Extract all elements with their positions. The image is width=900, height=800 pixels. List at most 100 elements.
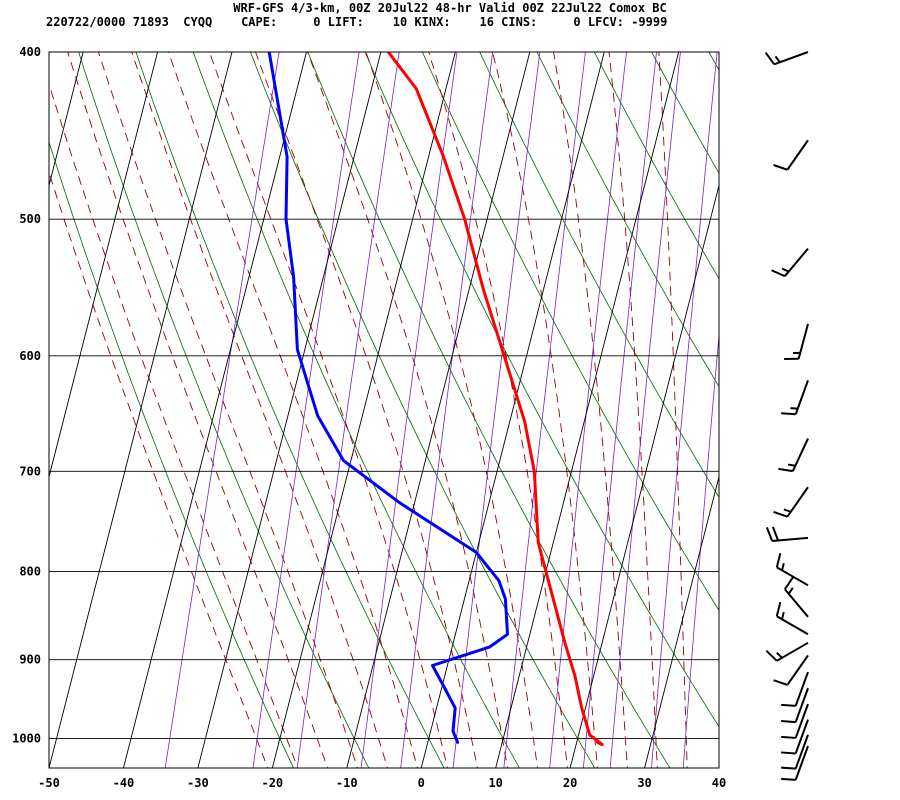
isotherm (197, 52, 382, 768)
x-tick-label: 10 (488, 776, 502, 790)
barb-feather (781, 777, 796, 781)
isotherm (718, 766, 719, 768)
barb-feather (765, 527, 774, 542)
moist-adiabat (49, 82, 299, 768)
barb-half-feather (781, 611, 785, 620)
isotherm (644, 474, 719, 768)
isotherm (49, 52, 233, 768)
barb-staff (794, 719, 809, 754)
dry-adiabat (593, 52, 719, 280)
chart-title: WRF-GFS 4/3-km, 00Z 20Jul22 48-hr Valid … (233, 1, 667, 15)
wind-barb (764, 51, 809, 66)
wind-barb (781, 703, 809, 739)
x-tick-label: -20 (261, 776, 283, 790)
barb-staff (794, 687, 809, 723)
wind-barbs (764, 51, 809, 781)
wind-barb (781, 380, 809, 416)
x-axis-ticks: -50 -40 -30 -20 -10 0 10 20 30 40 (38, 776, 726, 790)
moist-adiabat (492, 52, 598, 768)
barb-half-feather (783, 508, 792, 513)
barb-half-feather (776, 652, 783, 659)
mixing-ratio-line (400, 52, 494, 768)
sounding-indices: 220722/0000 71893 CYQQ CAPE: 0 LIFT: 10 … (46, 15, 668, 29)
isotherm (569, 183, 719, 768)
moist-adiabat (365, 52, 538, 768)
dry-adiabat (421, 52, 719, 612)
wind-barb (765, 641, 809, 662)
moist-adiabat (553, 52, 628, 768)
dry-adiabat (857, 14, 900, 776)
x-tick-label: 0 (418, 776, 425, 790)
moist-adiabat (208, 52, 448, 768)
x-tick-label: 20 (563, 776, 577, 790)
barb-feather (781, 751, 796, 755)
barb-feather (781, 720, 796, 724)
barb-staff (794, 703, 809, 739)
barb-feather (775, 552, 782, 568)
isotherm-group (0, 52, 719, 768)
pressure-tick-label: 700 (19, 464, 41, 478)
pressure-tick-label: 1000 (12, 732, 41, 746)
barb-staff (786, 486, 809, 518)
barb-half-feather (787, 463, 796, 467)
mixing-ratio-line (252, 52, 360, 768)
mixing-ratio-line (682, 330, 719, 768)
pressure-tick-label: 600 (19, 349, 41, 363)
mixing-ratio-line (452, 52, 541, 768)
wind-barb (775, 601, 809, 636)
dry-adiabat (78, 52, 370, 768)
wind-barb (773, 654, 809, 686)
dry-adiabat (536, 52, 719, 388)
mixing-ratio-line (296, 52, 400, 768)
barb-staff (786, 654, 809, 686)
x-tick-label: -10 (336, 776, 358, 790)
wind-barb (775, 552, 809, 587)
wind-barb (784, 323, 809, 360)
isotherm (420, 52, 605, 768)
moist-adiabat (67, 52, 329, 768)
dry-adiabat (192, 52, 520, 768)
pressure-tick-label: 900 (19, 653, 41, 667)
moist-adiabat (255, 52, 478, 768)
dry-adiabat (479, 52, 719, 498)
wind-barb (773, 486, 809, 518)
sounding-series (267, 52, 604, 747)
pressure-tick-label: 500 (19, 212, 41, 226)
moist-adiabat (97, 52, 358, 768)
x-tick-label: -30 (187, 776, 209, 790)
temperature-profile (386, 52, 604, 747)
moist-adiabat (49, 170, 269, 768)
barb-half-feather (790, 407, 798, 410)
wind-barb (781, 745, 809, 781)
isotherm (346, 52, 531, 768)
wind-barb (771, 247, 809, 278)
barb-half-feather (774, 55, 781, 63)
barb-staff (794, 734, 809, 770)
wind-barb (778, 438, 809, 473)
pressure-tick-label: 800 (19, 564, 41, 578)
moist-adiabat (608, 52, 658, 768)
mixing-ratio-line (651, 52, 718, 768)
barb-half-feather (781, 267, 790, 273)
isotherm (0, 52, 9, 768)
isotherm (271, 52, 456, 768)
barb-feather (781, 703, 796, 707)
moist-adiabat (131, 52, 388, 768)
moist-adiabat (167, 52, 418, 768)
wind-barb (781, 734, 809, 770)
plot-frame (48, 51, 720, 769)
barb-feather (778, 467, 793, 473)
barb-feather (773, 511, 788, 518)
isotherm (123, 52, 307, 768)
wind-barb (784, 576, 809, 618)
barb-feather (781, 766, 796, 770)
dry-adiabat (801, 14, 900, 776)
isotherm (495, 52, 680, 768)
dry-adiabat (250, 52, 596, 768)
x-tick-label: 40 (712, 776, 726, 790)
mixing-ratio-line (549, 52, 627, 768)
barb-staff (773, 51, 809, 66)
barb-staff (794, 671, 809, 707)
isotherm (49, 52, 84, 188)
x-tick-label: -50 (38, 776, 60, 790)
